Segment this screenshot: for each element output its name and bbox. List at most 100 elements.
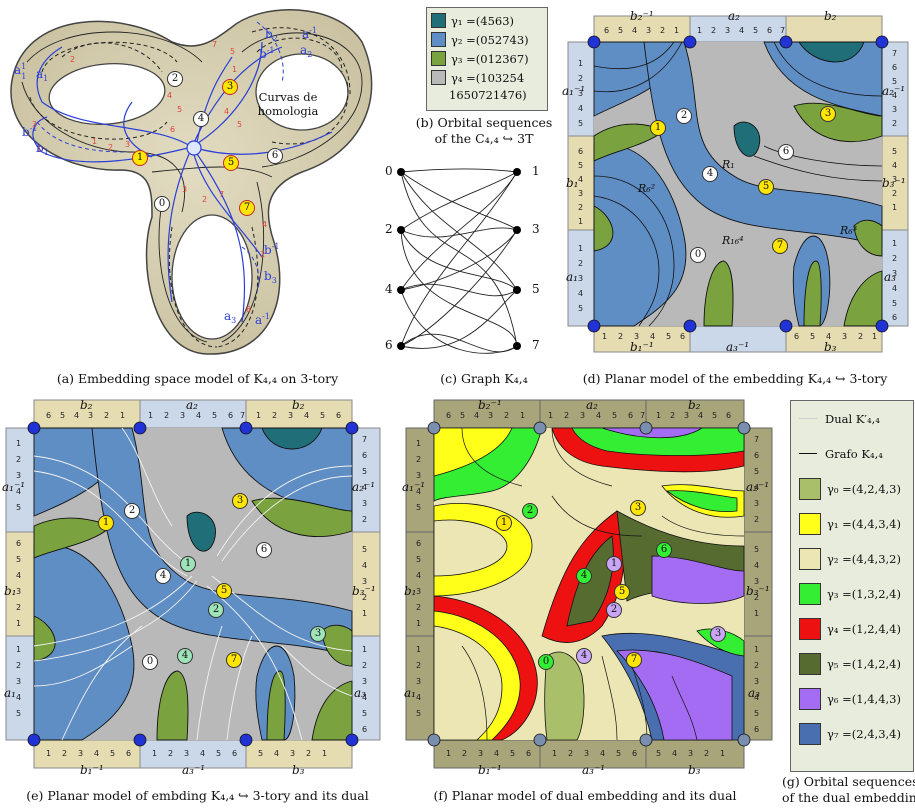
svg-text:6: 6 <box>362 451 367 460</box>
gamma1-label: γ₁ =(4563) <box>451 13 515 28</box>
panel-f-top-label: b₂⁻¹ <box>478 398 502 412</box>
svg-text:3: 3 <box>416 587 421 596</box>
svg-text:4: 4 <box>892 161 897 170</box>
svg-text:4: 4 <box>416 693 421 702</box>
svg-text:6: 6 <box>170 125 175 134</box>
svg-text:3: 3 <box>684 411 689 420</box>
panel-f-top-label: a₂ <box>586 398 598 412</box>
svg-text:4: 4 <box>74 411 79 420</box>
svg-text:4: 4 <box>196 411 201 420</box>
panel-e-dual-vertex-1: 1 <box>180 556 196 572</box>
panel-f-right-label: a₃ <box>748 686 760 700</box>
svg-text:2: 2 <box>754 593 759 602</box>
svg-text:5: 5 <box>656 749 661 758</box>
svg-text:5: 5 <box>460 411 465 420</box>
panel-d-region-label: R₁ <box>722 158 735 171</box>
panel-f-dual-vertex-1: 1 <box>606 556 622 572</box>
gamma6-swatch <box>799 687 821 710</box>
svg-text:4: 4 <box>632 26 637 35</box>
panel-g-line-entry: Grafo K₄,₄ <box>791 436 913 471</box>
panel-f-bottom-label: a₃⁻¹ <box>582 763 606 777</box>
gamma3-label: γ₃ =(1,3,2,4) <box>827 586 901 601</box>
panel-d-bottom-label: b₃ <box>824 340 837 354</box>
svg-text:3: 3 <box>362 577 367 586</box>
svg-text:2: 2 <box>858 332 863 341</box>
svg-text:3: 3 <box>725 26 730 35</box>
svg-text:7: 7 <box>780 26 785 35</box>
svg-text:5: 5 <box>510 749 515 758</box>
svg-text:3: 3 <box>416 677 421 686</box>
svg-text:3: 3 <box>688 749 693 758</box>
panel-g-caption-1: (g) Orbital sequences <box>782 774 915 789</box>
svg-text:5: 5 <box>416 555 421 564</box>
svg-text:6: 6 <box>726 411 731 420</box>
svg-text:7: 7 <box>640 411 645 420</box>
svg-text:3: 3 <box>32 120 37 129</box>
svg-text:5: 5 <box>712 411 717 420</box>
svg-text:1: 1 <box>416 619 421 628</box>
svg-text:1: 1 <box>754 645 759 654</box>
svg-text:1: 1 <box>148 411 153 420</box>
gamma2-swatch <box>799 547 821 570</box>
svg-text:5: 5 <box>110 749 115 758</box>
svg-text:5: 5 <box>212 411 217 420</box>
panel-e-bottom-label: b₁⁻¹ <box>80 763 104 777</box>
svg-text:3: 3 <box>580 411 585 420</box>
gamma5-swatch <box>799 652 821 675</box>
svg-text:2: 2 <box>504 411 509 420</box>
svg-text:3: 3 <box>182 185 187 194</box>
svg-text:2: 2 <box>306 749 311 758</box>
panel-e-right-label: a₃ <box>354 686 366 700</box>
panel-e-vertex-6: 6 <box>256 542 272 558</box>
svg-text:6: 6 <box>446 411 451 420</box>
panel-d-left-label: a₁⁻¹ <box>562 84 586 98</box>
svg-text:5: 5 <box>666 332 671 341</box>
svg-text:4: 4 <box>578 175 583 184</box>
panel-f-dual-vertex-4: 4 <box>576 568 592 584</box>
panel-a-caption: (a) Embedding space model of K₄,₄ on 3-t… <box>56 371 339 386</box>
svg-text:1: 1 <box>674 26 679 35</box>
svg-text:2: 2 <box>362 515 367 524</box>
panel-f-dual-vertex-0: 0 <box>538 654 554 670</box>
svg-text:2: 2 <box>754 515 759 524</box>
svg-text:6: 6 <box>754 725 759 734</box>
svg-text:3: 3 <box>125 140 130 149</box>
panel-g-line-entry: Dual K′₄,₄ <box>791 401 913 436</box>
gamma3-swatch <box>799 582 821 605</box>
svg-text:3: 3 <box>646 26 651 35</box>
svg-text:4: 4 <box>578 289 583 298</box>
svg-text:5: 5 <box>60 411 65 420</box>
panel-e-right-label: a₂⁻¹ <box>352 480 376 494</box>
svg-text:4: 4 <box>739 26 744 35</box>
gamma4-label: γ₄ =(1,2,4,4) <box>827 621 901 636</box>
svg-text:3: 3 <box>578 274 583 283</box>
svg-text:7: 7 <box>240 411 245 420</box>
panel-d-right-label: b₃⁻¹ <box>882 176 906 190</box>
panel-g-entry: γ₇ =(2,4,3,4) <box>791 716 913 751</box>
panel-c-node-7: 7 <box>532 338 540 352</box>
svg-text:4: 4 <box>600 749 605 758</box>
panel-e-bottom-label: a₃⁻¹ <box>182 763 206 777</box>
panel-g-entry: γ₀ =(4,2,4,3) <box>791 471 913 506</box>
svg-text:3: 3 <box>362 677 367 686</box>
panel-g-entry: γ₅ =(1,4,2,4) <box>791 646 913 681</box>
panel-d-vertex-5: 5 <box>758 179 774 195</box>
svg-text:1: 1 <box>578 59 583 68</box>
svg-text:4: 4 <box>474 411 479 420</box>
panel-f-dual-vertex-2b: 2 <box>522 503 538 519</box>
svg-text:3: 3 <box>180 411 185 420</box>
panel-d-vertex-1: 1 <box>650 120 666 136</box>
svg-text:2: 2 <box>892 119 897 128</box>
panel-e-vertex-2: 2 <box>124 503 140 519</box>
svg-text:6: 6 <box>232 749 237 758</box>
panel-f-bottom-label: b₁⁻¹ <box>478 763 502 777</box>
svg-text:6: 6 <box>362 725 367 734</box>
svg-text:7: 7 <box>362 435 367 444</box>
svg-text:3: 3 <box>16 471 21 480</box>
svg-text:4: 4 <box>672 749 677 758</box>
panel-f-bottom-label: b₃ <box>688 763 701 777</box>
svg-text:5: 5 <box>618 26 623 35</box>
svg-text:5: 5 <box>16 503 21 512</box>
